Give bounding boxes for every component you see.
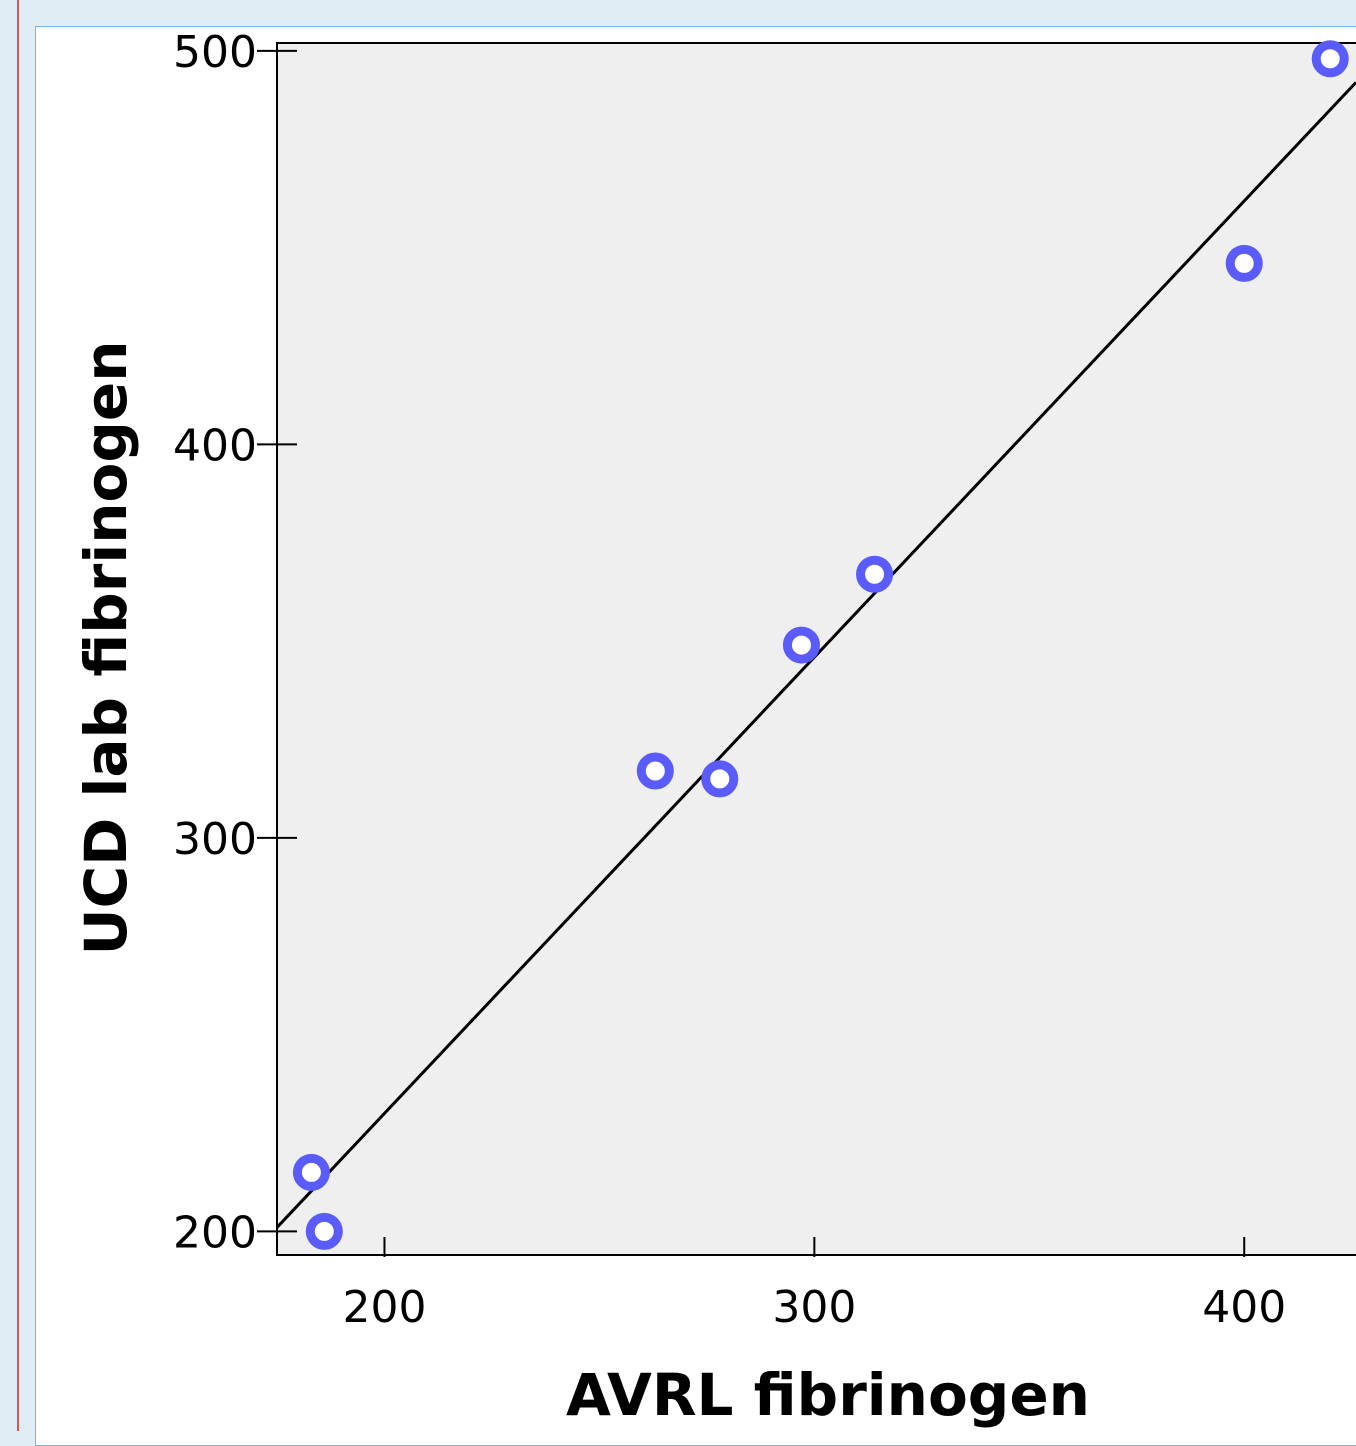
left-margin-rule [17,0,19,1431]
y-tick-label: 500 [173,27,257,78]
x-axis: 200 300 400 [277,1237,1356,1333]
y-tick-label: 300 [173,814,257,865]
data-point [782,626,820,664]
data-points [292,40,1349,1250]
x-tick-label: 400 [1202,1282,1286,1333]
x-axis-title: AVRL fibrinogen [566,1361,1090,1429]
data-point [1225,244,1263,282]
x-tick-label: 200 [342,1282,426,1333]
data-point [636,752,674,790]
x-tick-label: 300 [772,1282,856,1333]
y-tick-label: 400 [173,420,257,471]
data-point [701,760,739,798]
data-point [856,555,894,593]
y-tick-label: 200 [173,1207,257,1258]
y-axis-title: UCD lab fibrinogen [72,340,140,955]
data-point [292,1153,330,1191]
y-axis: 200 300 400 500 [173,27,297,1258]
data-point [305,1212,343,1250]
data-point [1311,40,1349,78]
